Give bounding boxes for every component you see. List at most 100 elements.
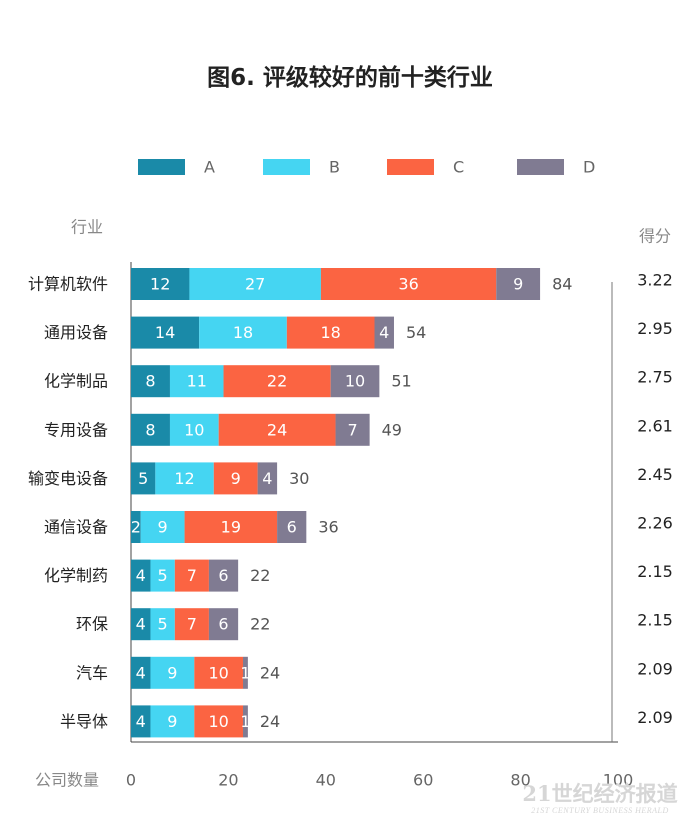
bar-total-label: 36	[318, 518, 338, 537]
category-label: 化学制药	[44, 566, 108, 585]
bar-segment-c	[194, 656, 244, 689]
score-value: 3.22	[637, 271, 673, 290]
bar-value-label: 9	[513, 275, 523, 294]
bar-segment-c	[223, 365, 331, 398]
bar-value-label: 5	[138, 469, 148, 488]
bar-segment-b	[189, 268, 321, 300]
bar-value-label: 22	[267, 372, 287, 391]
bar-segment-a	[131, 511, 141, 543]
bar-segment-b	[169, 413, 219, 446]
bar-segment-a	[131, 462, 156, 495]
bar-segment-c	[320, 268, 497, 300]
bar-segment-a	[131, 705, 151, 738]
bar-segment-d	[243, 705, 248, 738]
watermark: 21世纪经济报道 21ST CENTURY BUSINESS HERALD	[505, 782, 695, 816]
bar-segment-a	[131, 316, 200, 349]
bar-value-label: 18	[233, 323, 253, 342]
bar-value-label: 9	[167, 663, 177, 682]
score-value: 2.15	[637, 611, 673, 630]
bar-value-label: 12	[150, 275, 170, 294]
bar-total-label: 24	[260, 712, 280, 731]
bar-segment-b	[150, 608, 175, 641]
bar-value-label: 11	[187, 372, 207, 391]
bar-value-label: 10	[345, 372, 365, 391]
x-tick-label: 100	[603, 771, 634, 790]
category-label: 环保	[76, 615, 108, 634]
category-label: 半导体	[60, 712, 108, 731]
bar-segment-d	[257, 462, 278, 495]
watermark-main: 21世纪经济报道	[522, 781, 678, 806]
bar-segment-c	[174, 608, 209, 641]
bar-total-label: 84	[552, 275, 572, 294]
score-value: 2.75	[637, 368, 673, 387]
bar-segment-a	[131, 365, 170, 398]
x-tick-label: 60	[413, 771, 433, 790]
bar-value-label: 14	[155, 323, 175, 342]
bar-segment-d	[243, 656, 248, 689]
legend-swatch-d	[517, 159, 564, 175]
bar-value-label: 8	[145, 372, 155, 391]
bar-segment-a	[131, 559, 151, 592]
score-header: 得分	[639, 227, 671, 246]
legend-label-c: C	[453, 158, 464, 177]
bar-value-label: 6	[287, 518, 297, 537]
score-value: 2.61	[637, 416, 673, 435]
category-label: 专用设备	[44, 420, 108, 439]
bar-total-label: 49	[382, 420, 402, 439]
bar-value-label: 6	[218, 566, 228, 585]
legend-swatch-b	[263, 159, 310, 175]
bar-value-label: 19	[221, 518, 241, 537]
bar-total-label: 24	[260, 663, 280, 682]
bar-segment-a	[131, 413, 170, 446]
bar-segment-b	[150, 559, 175, 592]
bar-total-label: 22	[250, 566, 270, 585]
bar-segment-b	[199, 316, 287, 349]
bar-segment-a	[131, 268, 190, 300]
bar-value-label: 7	[187, 615, 197, 634]
bar-value-label: 9	[167, 712, 177, 731]
bar-segment-d	[374, 316, 394, 349]
legend-swatch-c	[387, 159, 434, 175]
bar-value-label: 10	[184, 420, 204, 439]
bar-total-label: 22	[250, 615, 270, 634]
category-header: 行业	[71, 218, 103, 237]
x-tick-label: 20	[218, 771, 238, 790]
bar-segment-b	[140, 511, 185, 543]
bar-value-label: 10	[208, 712, 228, 731]
score-value: 2.95	[637, 319, 673, 338]
bar-total-label: 54	[406, 323, 426, 342]
category-label: 化学制品	[44, 372, 108, 391]
bar-value-label: 4	[136, 566, 146, 585]
x-tick-label: 40	[316, 771, 336, 790]
bar-value-label: 7	[187, 566, 197, 585]
watermark-sub: 21ST CENTURY BUSINESS HERALD	[531, 806, 669, 815]
bar-value-label: 9	[231, 469, 241, 488]
bar-value-label: 24	[267, 420, 287, 439]
bar-value-label: 27	[245, 275, 265, 294]
bar-value-label: 4	[379, 323, 389, 342]
category-label: 通信设备	[44, 518, 108, 537]
legend-label-d: D	[583, 158, 595, 177]
bar-segment-c	[174, 559, 209, 592]
bar-segment-b	[150, 656, 195, 689]
bar-segment-d	[335, 413, 370, 446]
bar-value-label: 8	[145, 420, 155, 439]
legend-label-b: B	[329, 158, 340, 177]
x-tick-label: 0	[126, 771, 136, 790]
bar-value-label: 2	[131, 518, 141, 537]
bar-segment-c	[218, 413, 336, 446]
bar-segment-a	[131, 608, 151, 641]
score-value: 2.26	[637, 514, 673, 533]
bar-segment-d	[277, 511, 307, 543]
score-value: 2.15	[637, 562, 673, 581]
bar-total-label: 51	[391, 372, 411, 391]
bar-segment-d	[330, 365, 380, 398]
category-label: 计算机软件	[28, 275, 108, 294]
x-axis-label: 公司数量	[35, 771, 99, 790]
category-label: 汽车	[76, 663, 108, 682]
bar-value-label: 1	[240, 712, 250, 731]
bar-segment-c	[213, 462, 258, 495]
bar-segment-d	[208, 559, 239, 592]
